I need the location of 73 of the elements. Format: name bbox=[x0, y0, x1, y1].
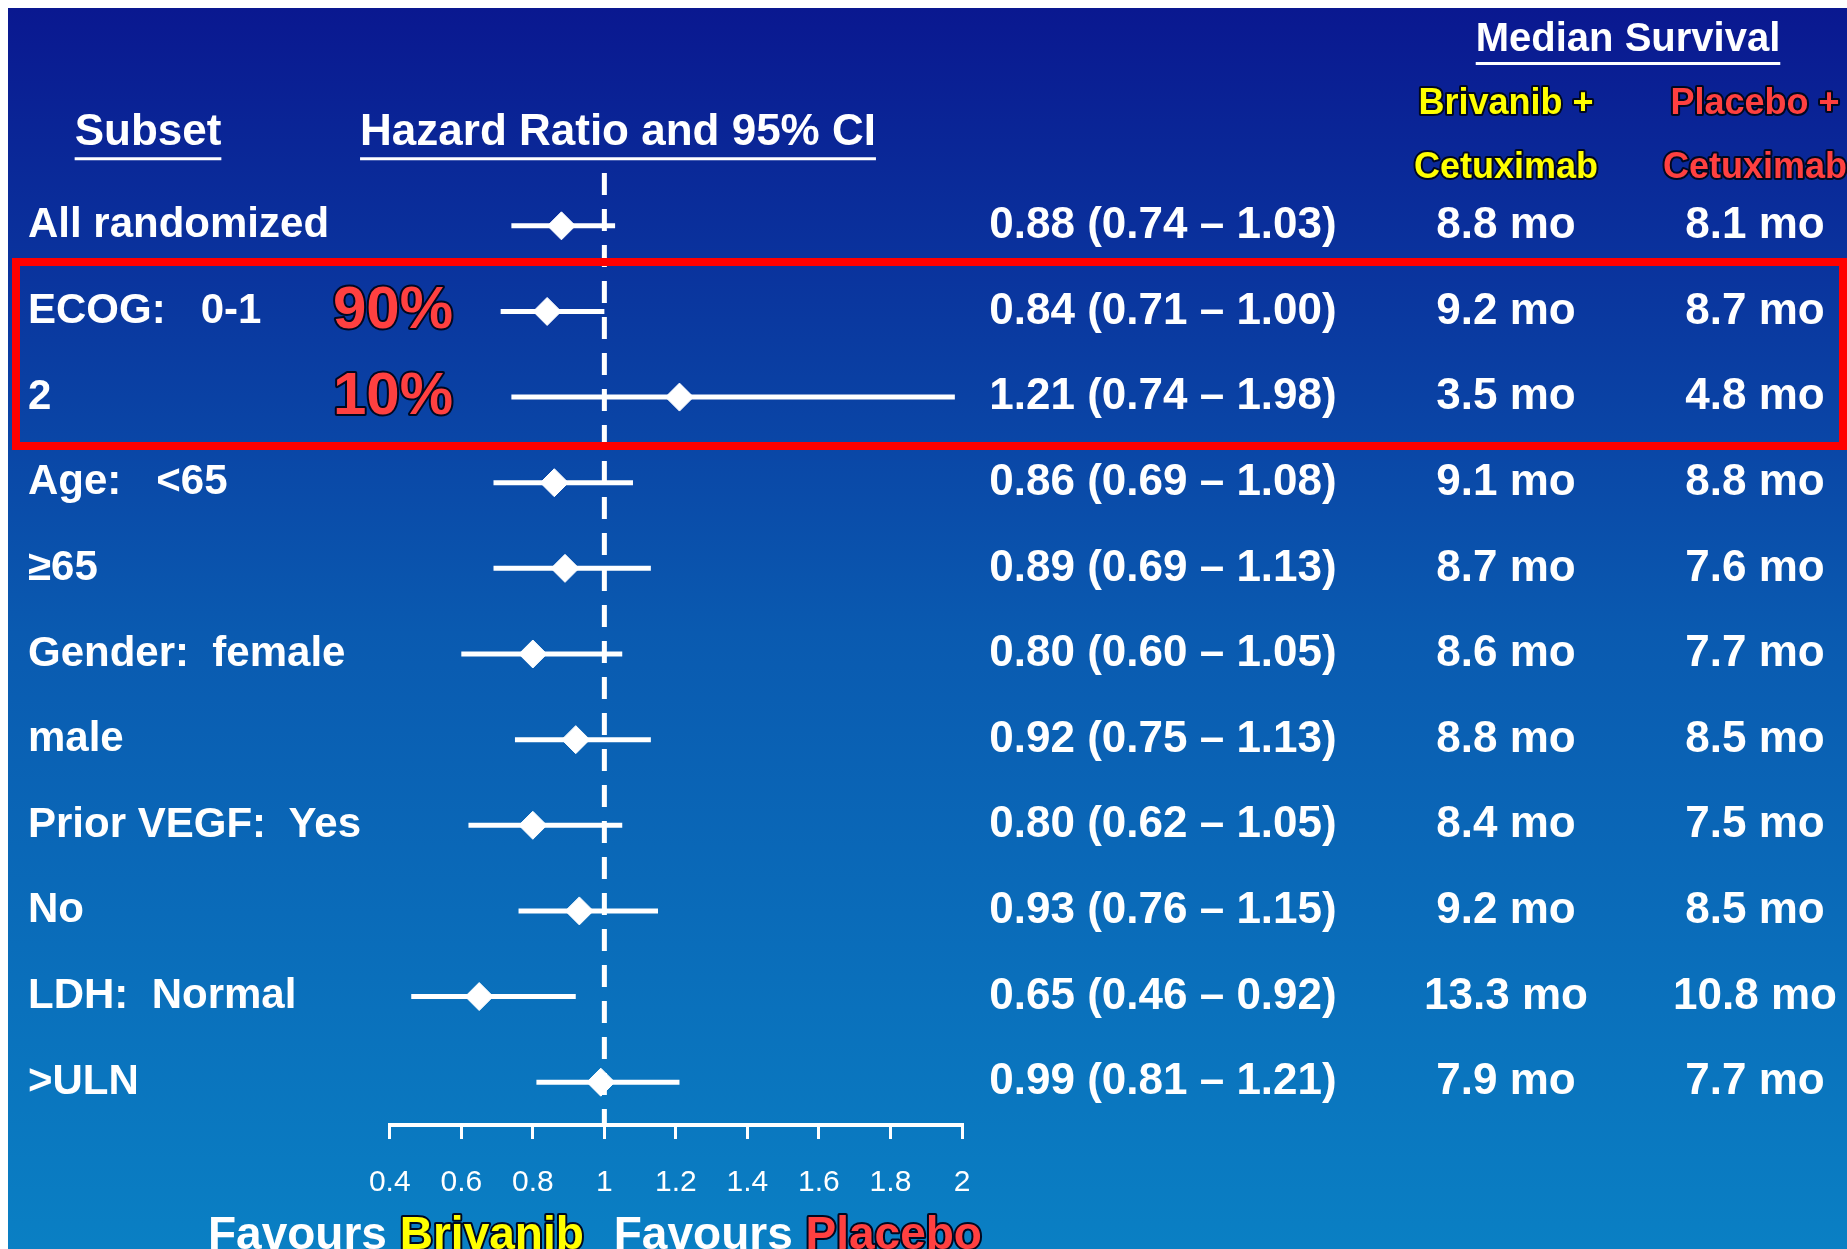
annotation: 90% bbox=[333, 274, 454, 341]
data-label: 0.80 (0.60 – 1.05) bbox=[989, 626, 1337, 676]
text: 8.8 mo bbox=[1685, 454, 1825, 504]
y-axis-title: Subset bbox=[74, 105, 222, 155]
data-label: 0.99 (0.81 – 1.21) bbox=[989, 1054, 1337, 1104]
text: Favours Placebo bbox=[613, 1206, 982, 1249]
data-label: 0.84 (0.71 – 1.00) bbox=[989, 283, 1337, 333]
text: 8.4 mo bbox=[1436, 797, 1576, 847]
data-label: 0.86 (0.69 – 1.08) bbox=[989, 454, 1337, 504]
text: 7.6 mo bbox=[1685, 540, 1825, 590]
point bbox=[539, 468, 569, 498]
x-tick-label: 1 bbox=[596, 1164, 613, 1198]
y-tick-label: ≥65 bbox=[28, 541, 98, 589]
data-label: 0.89 (0.69 – 1.13) bbox=[989, 540, 1337, 590]
x-tick-label: 1.4 bbox=[726, 1164, 769, 1198]
y-tick-label: Age: <65 bbox=[28, 456, 228, 504]
y-tick-label: Gender: female bbox=[28, 627, 346, 675]
point bbox=[664, 382, 694, 412]
text: Favours Brivanib bbox=[208, 1206, 584, 1249]
y-tick-label: >ULN bbox=[28, 1055, 139, 1103]
point bbox=[518, 810, 548, 840]
point bbox=[532, 296, 562, 326]
point bbox=[550, 553, 580, 583]
text: 8.5 mo bbox=[1685, 883, 1825, 933]
y-tick-label: male bbox=[28, 713, 124, 761]
text: 3.5 mo bbox=[1436, 369, 1576, 419]
text: 7.9 mo bbox=[1436, 1054, 1576, 1104]
data-label: 0.80 (0.62 – 1.05) bbox=[989, 797, 1337, 847]
text: 8.1 mo bbox=[1685, 197, 1825, 247]
y-tick-label: 2 bbox=[28, 370, 52, 418]
annotation: 10% bbox=[333, 359, 454, 427]
text: 8.7 mo bbox=[1436, 540, 1576, 590]
text: 9.2 mo bbox=[1436, 283, 1576, 333]
point bbox=[564, 896, 594, 926]
text: 7.7 mo bbox=[1685, 1054, 1825, 1104]
y-tick-label: No bbox=[28, 884, 84, 932]
point bbox=[586, 1067, 616, 1097]
text: 13.3 mo bbox=[1424, 968, 1588, 1018]
point bbox=[518, 639, 548, 669]
text: 10.8 mo bbox=[1673, 968, 1837, 1018]
data-label: 0.65 (0.46 – 0.92) bbox=[989, 968, 1337, 1018]
point bbox=[561, 725, 591, 755]
y-tick-label: LDH: Normal bbox=[28, 970, 297, 1018]
text: 9.2 mo bbox=[1436, 883, 1576, 933]
text: 8.5 mo bbox=[1685, 711, 1825, 761]
x-tick-label: 1.8 bbox=[869, 1164, 912, 1198]
y-tick-label: Prior VEGF: Yes bbox=[28, 798, 362, 846]
x-tick-label: 2 bbox=[953, 1164, 971, 1198]
text: 7.7 mo bbox=[1685, 626, 1825, 676]
x-tick-label: 1.6 bbox=[798, 1164, 840, 1198]
y-tick-label: ECOG: 0-1 bbox=[28, 285, 262, 333]
data-label: 0.88 (0.74 – 1.03) bbox=[989, 197, 1337, 247]
data-label: 0.92 (0.75 – 1.13) bbox=[989, 711, 1337, 761]
point bbox=[464, 982, 494, 1012]
text: 9.1 mo bbox=[1436, 454, 1576, 504]
text: 4.8 mo bbox=[1685, 369, 1825, 419]
x-tick-label: 0.6 bbox=[440, 1164, 483, 1198]
text: 7.5 mo bbox=[1685, 797, 1825, 847]
x-tick-label: 0.4 bbox=[368, 1164, 411, 1198]
point bbox=[546, 211, 576, 241]
text: 8.7 mo bbox=[1685, 283, 1825, 333]
text: 8.8 mo bbox=[1436, 197, 1576, 247]
data-label: 0.93 (0.76 – 1.15) bbox=[989, 883, 1337, 933]
text: Brivanib + Cetuximab bbox=[1413, 80, 1599, 186]
y-tick-label: All randomized bbox=[28, 199, 330, 247]
text: 8.6 mo bbox=[1436, 626, 1576, 676]
text: Median Survival bbox=[1475, 15, 1781, 60]
text: Placebo + Cetuximab bbox=[1662, 80, 1847, 186]
chart-title: Hazard Ratio and 95% CI bbox=[360, 105, 876, 155]
x-tick-label: 1.2 bbox=[655, 1164, 697, 1198]
x-tick-label: 0.8 bbox=[511, 1164, 554, 1198]
text: 8.8 mo bbox=[1436, 711, 1576, 761]
data-label: 1.21 (0.74 – 1.98) bbox=[989, 369, 1337, 419]
